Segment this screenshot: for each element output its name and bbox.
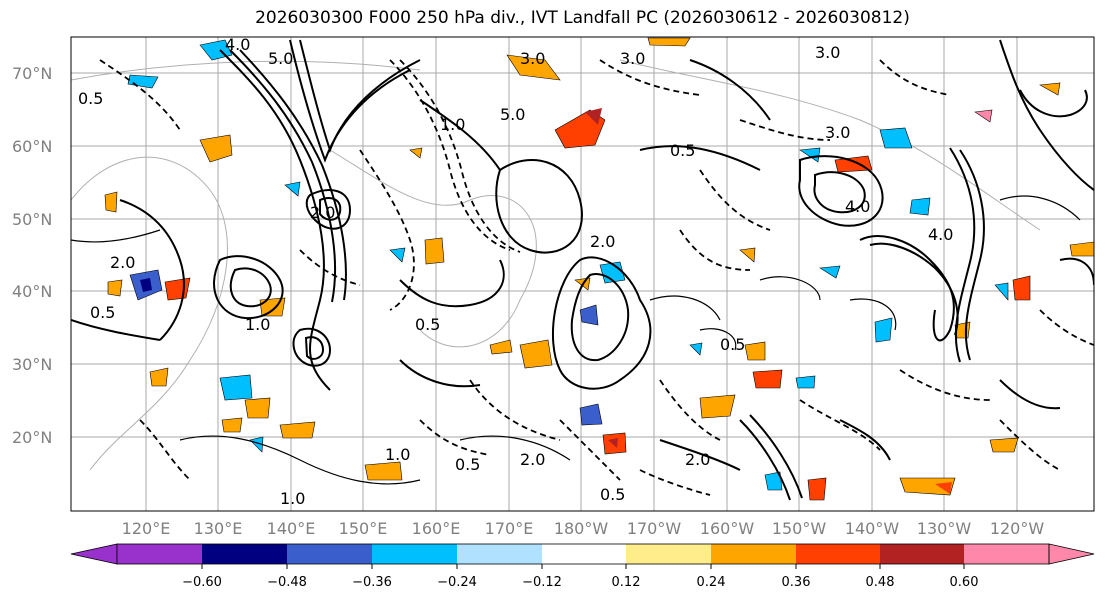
lat-label: 50°N — [12, 210, 52, 229]
lon-label: 160°E — [412, 519, 461, 538]
ivt-contours-solid — [71, 39, 1094, 501]
contour-label: 0.5 — [415, 315, 440, 334]
contour-label: 4.0 — [845, 197, 870, 216]
colorbar-segment — [542, 544, 626, 564]
lat-label: 60°N — [12, 137, 52, 156]
lon-label: 120°E — [122, 519, 171, 538]
contour-label: 3.0 — [825, 123, 850, 142]
colorbar-tick-label: 0.48 — [866, 575, 895, 590]
colorbar-segment — [626, 544, 711, 564]
lon-label: 130°E — [194, 519, 243, 538]
colorbar-segment — [117, 544, 202, 564]
longitude-labels: 120°E 130°E 140°E 150°E 160°E 170°E 180°… — [122, 519, 1045, 538]
lat-label: 70°N — [12, 64, 52, 83]
lon-label: 130°W — [917, 519, 972, 538]
colorbar-segment — [964, 544, 1049, 564]
colorbar-ticks — [201, 564, 965, 569]
colorbar-extend-low — [70, 543, 118, 565]
contour-label: 2.0 — [685, 450, 710, 469]
contour-label: 1.0 — [280, 489, 305, 508]
contour-label: 0.5 — [78, 89, 103, 108]
contour-label: 4.0 — [225, 35, 250, 54]
colorbar: −0.60 −0.48 −0.36 −0.24 −0.12 0.12 0.24 … — [70, 543, 1095, 590]
contour-label: 2.0 — [520, 450, 545, 469]
colorbar-segment — [796, 544, 880, 564]
contour-label: 0.5 — [720, 335, 745, 354]
contour-labels: 3.0 4.0 5.0 0.5 2.0 1.0 3.0 5.0 0.5 2.0 … — [78, 35, 953, 508]
lon-label: 160°W — [700, 519, 755, 538]
contour-label: 0.5 — [455, 455, 480, 474]
colorbar-extend-high — [1048, 543, 1095, 565]
contour-label: 3.0 — [815, 43, 840, 62]
colorbar-tick-label: 0.36 — [782, 575, 811, 590]
colorbar-tick-label: −0.12 — [522, 575, 562, 590]
colorbar-segment — [457, 544, 542, 564]
colorbar-tick-label: 0.12 — [612, 575, 641, 590]
lat-label: 20°N — [12, 428, 52, 447]
lon-label: 120°W — [990, 519, 1045, 538]
contour-label: 2.0 — [110, 253, 135, 272]
colorbar-tick-label: 0.60 — [950, 575, 979, 590]
contour-label: 3.0 — [520, 49, 545, 68]
colorbar-segment — [711, 544, 796, 564]
colorbar-tick-label: −0.48 — [267, 575, 307, 590]
contour-label: 0.5 — [90, 303, 115, 322]
map-frame — [70, 36, 1095, 512]
lon-label: 180°W — [554, 519, 609, 538]
lon-label: 140°W — [845, 519, 900, 538]
colorbar-segment — [372, 544, 457, 564]
colorbar-segment — [287, 544, 372, 564]
contour-label: 1.0 — [245, 315, 270, 334]
colorbar-tick-label: −0.36 — [352, 575, 392, 590]
contour-label: 5.0 — [268, 49, 293, 68]
colorbar-tick-label: −0.24 — [437, 575, 477, 590]
colorbar-segment — [202, 544, 287, 564]
ivt-contours-thin — [71, 195, 1081, 485]
contour-label: 0.5 — [670, 141, 695, 160]
colorbar-segment — [880, 544, 964, 564]
contour-label: 4.0 — [928, 225, 953, 244]
contour-label: 3.0 — [620, 49, 645, 68]
contour-label: 2.0 — [310, 203, 335, 222]
lon-label: 170°E — [485, 519, 534, 538]
lon-label: 150°W — [772, 519, 827, 538]
contour-label: 5.0 — [500, 105, 525, 124]
lat-label: 40°N — [12, 282, 52, 301]
contour-label: 0.5 — [600, 485, 625, 504]
lon-label: 150°E — [339, 519, 388, 538]
figure-title: 2026030300 F000 250 hPa div., IVT Landfa… — [255, 8, 910, 28]
divergence-fill — [104, 37, 1094, 501]
colorbar-tick-label: 0.24 — [697, 575, 726, 590]
contour-label: 2.0 — [590, 232, 615, 251]
contour-label: 1.0 — [385, 445, 410, 464]
contour-label: 1.0 — [440, 115, 465, 134]
ivt-contours-dashed — [99, 59, 1094, 496]
colorbar-tick-label: −0.60 — [182, 575, 222, 590]
lon-label: 170°W — [627, 519, 682, 538]
latitude-labels: 70°N 60°N 50°N 40°N 30°N 20°N — [12, 64, 52, 447]
lat-label: 30°N — [12, 355, 52, 374]
lon-label: 140°E — [267, 519, 316, 538]
colorbar-border — [116, 543, 1050, 565]
